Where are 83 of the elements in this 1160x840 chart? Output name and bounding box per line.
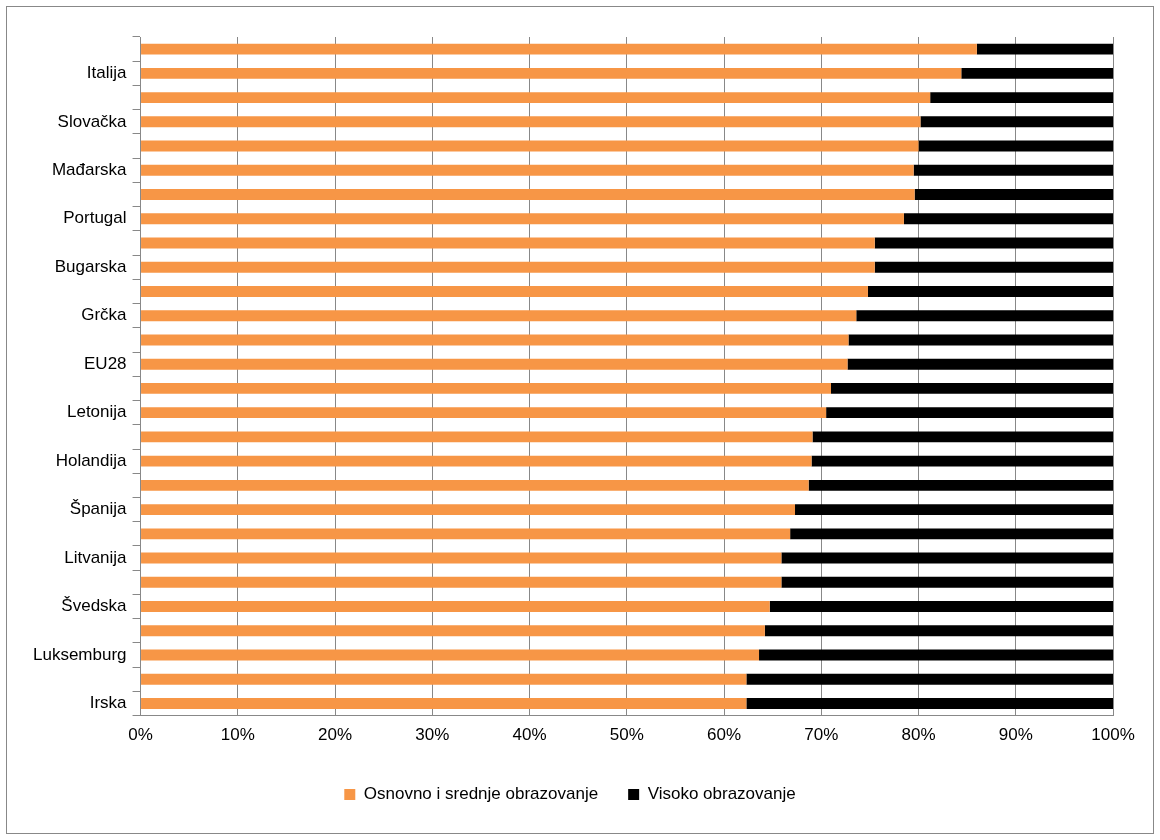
y-tick-label: Irska <box>89 693 128 713</box>
bar <box>811 455 1113 467</box>
bar <box>141 552 782 564</box>
bar <box>141 358 848 370</box>
bar <box>913 164 1113 176</box>
bar <box>141 213 904 225</box>
y-tick-label: Švedska <box>61 596 128 616</box>
y-tick-label: Portugal <box>63 208 127 228</box>
bar <box>976 43 1113 55</box>
y-tick-label: Mađarska <box>51 159 128 179</box>
bar <box>141 189 915 200</box>
legend-label: Visoko obrazovanje <box>647 784 796 804</box>
bar <box>141 698 747 709</box>
bar <box>874 261 1113 273</box>
legend-label: Osnovno i srednje obrazovanje <box>363 784 599 804</box>
bar <box>961 67 1113 79</box>
bar <box>141 67 962 79</box>
bar <box>141 261 875 273</box>
y-tick-label: Litvanija <box>64 547 128 567</box>
bar <box>930 92 1113 104</box>
y-tick-label: Letonija <box>66 402 128 422</box>
bar <box>903 213 1113 225</box>
y-tick-label: Italija <box>86 63 128 83</box>
bar <box>918 140 1113 152</box>
x-tick-label: 80% <box>901 725 936 745</box>
bar <box>914 189 1113 200</box>
x-tick-label: 50% <box>609 725 644 745</box>
bar <box>141 504 796 516</box>
bar <box>141 43 977 55</box>
bar <box>141 116 921 128</box>
bar <box>769 601 1113 612</box>
bar <box>746 673 1113 685</box>
bar <box>141 286 868 297</box>
y-tick-label: Luksemburg <box>32 644 127 664</box>
y-tick-label: Španija <box>69 499 128 519</box>
bar <box>746 698 1113 709</box>
bar <box>141 673 747 685</box>
bar <box>141 528 791 540</box>
bar <box>764 625 1113 637</box>
bar <box>808 479 1113 491</box>
bar <box>141 382 831 394</box>
y-tick-label: Bugarska <box>54 256 128 276</box>
bar <box>141 479 809 491</box>
bar <box>141 649 760 661</box>
bar <box>141 140 919 152</box>
bar <box>830 382 1113 394</box>
bar <box>812 431 1113 443</box>
bar <box>141 407 827 419</box>
x-tick-label: 30% <box>415 725 450 745</box>
x-tick-label: 40% <box>512 725 547 745</box>
bar <box>759 649 1113 661</box>
bar <box>795 504 1113 516</box>
y-tick-label: Slovačka <box>57 111 128 131</box>
x-tick-label: 10% <box>220 725 255 745</box>
bar <box>781 552 1113 564</box>
bar <box>781 576 1113 588</box>
bar <box>141 164 914 176</box>
bar <box>790 528 1113 540</box>
x-tick-label: 90% <box>998 725 1033 745</box>
bar <box>141 455 812 467</box>
y-tick-label: EU28 <box>84 353 127 373</box>
y-tick-label: Holandija <box>55 450 128 470</box>
bar <box>867 286 1113 297</box>
x-tick-label: 70% <box>804 725 839 745</box>
bar <box>141 92 931 104</box>
bar <box>856 310 1113 322</box>
bar <box>847 358 1113 370</box>
bar <box>141 334 849 346</box>
x-tick-label: 0% <box>128 725 153 745</box>
bar <box>141 576 782 588</box>
bar <box>826 407 1113 419</box>
x-tick-label: 100% <box>1091 725 1135 745</box>
bar <box>874 237 1113 249</box>
bar <box>141 431 813 443</box>
bar <box>141 601 770 612</box>
x-tick-label: 60% <box>707 725 742 745</box>
bar <box>848 334 1113 346</box>
bar <box>141 310 857 322</box>
bar <box>920 116 1113 128</box>
y-tick-label: Grčka <box>81 305 128 325</box>
x-tick-label: 20% <box>318 725 353 745</box>
bar <box>141 237 875 249</box>
bar <box>141 625 765 637</box>
